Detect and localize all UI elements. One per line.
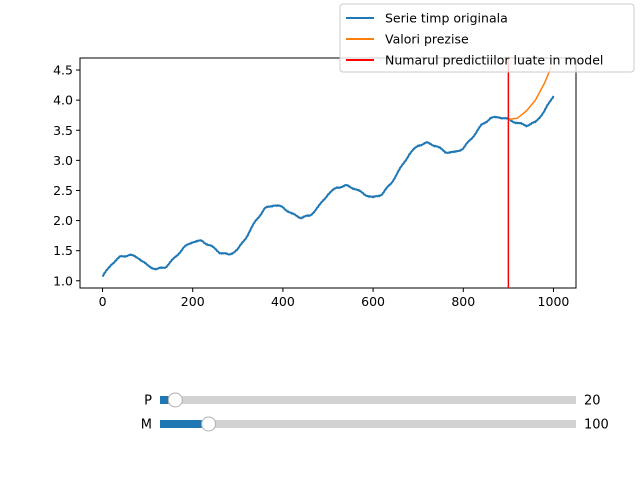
slider-label: M — [141, 418, 152, 433]
y-tick-label: 2.0 — [53, 213, 73, 228]
y-axis: 1.0 1.5 2.0 2.5 3.0 3.5 4.0 4.5 — [53, 63, 80, 288]
slider-track[interactable] — [160, 396, 576, 404]
y-tick-label: 4.5 — [53, 63, 73, 78]
legend: Serie timp originala Valori prezise Numaru… — [339, 3, 635, 73]
slider-value: 100 — [584, 418, 609, 433]
y-tick-label: 2.5 — [53, 183, 73, 198]
x-tick-label: 1000 — [538, 294, 570, 309]
slider-track[interactable] — [160, 420, 576, 428]
x-axis: 0 200 400 600 800 1000 — [99, 288, 570, 309]
y-tick-label: 3.5 — [53, 123, 73, 138]
y-tick-label: 3.0 — [53, 153, 73, 168]
y-tick-label: 4.0 — [53, 93, 73, 108]
slider-label: P — [144, 394, 152, 409]
slider-fill — [160, 396, 169, 404]
x-tick-label: 0 — [99, 294, 107, 309]
slider-value: 20 — [584, 394, 601, 409]
x-tick-label: 600 — [361, 294, 385, 309]
series-line-0 — [101, 95, 555, 278]
x-tick-label: 800 — [451, 294, 475, 309]
legend-label: Valori prezise — [385, 32, 469, 47]
plot-area: 0 200 400 600 800 1000 1.0 1.5 2.0 2.5 3.0 3.5 4.0 4… — [53, 57, 577, 309]
series-line-1 — [508, 66, 552, 121]
legend-label: Numarul predictiilor luate in model — [385, 53, 603, 68]
series-layer — [101, 58, 555, 288]
legend-label: Serie timp originala — [385, 11, 508, 26]
slider-fill — [160, 420, 202, 428]
slider-handle[interactable] — [167, 392, 183, 408]
x-tick-label: 200 — [181, 294, 205, 309]
slider-handle[interactable] — [201, 416, 217, 432]
y-tick-label: 1.5 — [53, 243, 73, 258]
slider-m[interactable]: M 100 — [141, 416, 609, 433]
sliders: P 20 M 100 — [141, 392, 609, 433]
x-tick-label: 400 — [271, 294, 295, 309]
axes-frame — [79, 57, 577, 289]
legend-box — [339, 3, 635, 73]
slider-p[interactable]: P 20 — [144, 392, 601, 409]
y-tick-label: 1.0 — [53, 273, 73, 288]
